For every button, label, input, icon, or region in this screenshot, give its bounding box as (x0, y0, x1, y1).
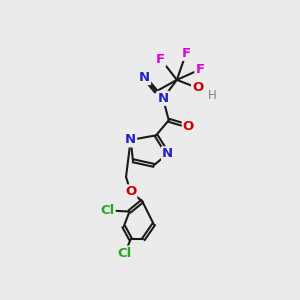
Text: N: N (158, 92, 169, 105)
Text: F: F (156, 52, 165, 66)
Text: N: N (125, 134, 136, 146)
Text: Cl: Cl (118, 247, 132, 260)
Text: O: O (125, 185, 136, 198)
Text: F: F (195, 63, 205, 76)
Text: Cl: Cl (100, 204, 115, 217)
Text: O: O (192, 82, 203, 94)
Text: O: O (183, 120, 194, 133)
Text: N: N (139, 71, 150, 84)
Text: F: F (182, 47, 191, 60)
Text: N: N (162, 147, 173, 160)
Text: H: H (208, 89, 217, 102)
